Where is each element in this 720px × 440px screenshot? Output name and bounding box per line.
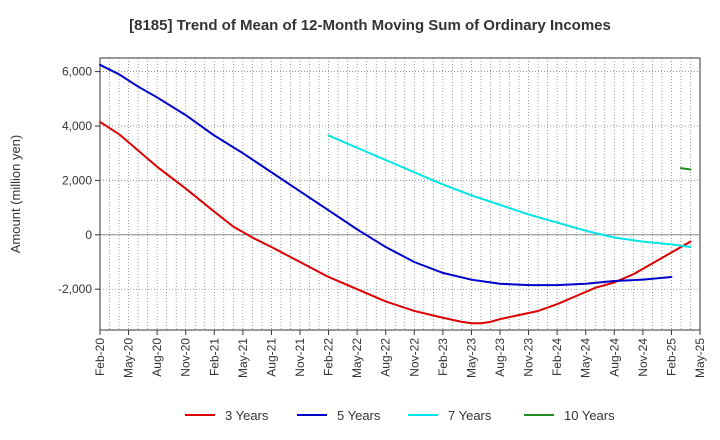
x-tick-label: Feb-22 xyxy=(322,338,336,376)
legend: 3 Years 5 Years 7 Years 10 Years xyxy=(185,408,615,423)
x-tick-label: Feb-21 xyxy=(207,338,221,376)
series-lines xyxy=(99,63,692,325)
x-tick-label: Aug-22 xyxy=(379,338,393,377)
x-tick-label: Nov-23 xyxy=(522,338,536,377)
x-tick-label: Nov-22 xyxy=(407,338,421,377)
x-tick-label: Nov-21 xyxy=(293,338,307,377)
x-tick-label: Aug-21 xyxy=(264,338,278,377)
x-tick-label: May-22 xyxy=(350,338,364,378)
legend-label-10-years: 10 Years xyxy=(564,408,615,423)
y-tick-label: 6,000 xyxy=(62,65,92,79)
x-tick-label: Feb-25 xyxy=(664,338,678,376)
x-tick-label: Aug-23 xyxy=(493,338,507,377)
x-tick-label: Aug-24 xyxy=(607,338,621,377)
x-gridlines xyxy=(109,58,691,330)
legend-label-3-years: 3 Years xyxy=(225,408,269,423)
chart-title: [8185] Trend of Mean of 12-Month Moving … xyxy=(129,17,611,34)
y-tick-label: 4,000 xyxy=(62,119,92,133)
y-tick-labels: 6,000 4,000 2,000 0 -2,000 xyxy=(58,65,100,296)
x-tick-label: Nov-24 xyxy=(636,338,650,377)
plot-area xyxy=(99,57,701,331)
x-tick-label: Feb-24 xyxy=(550,338,564,376)
x-tick-label: May-25 xyxy=(693,338,707,378)
legend-label-5-years: 5 Years xyxy=(337,408,381,423)
series-line-10-years xyxy=(679,167,692,171)
series-line-3-years xyxy=(99,120,692,325)
x-tick-labels: Feb-20 May-20 Aug-20 Nov-20 Feb-21 May-21 Aug-… xyxy=(93,330,707,378)
x-tick-label: May-20 xyxy=(122,338,136,378)
x-tick-label: May-23 xyxy=(464,338,478,378)
y-tick-label: 0 xyxy=(85,228,92,242)
x-tick-label: Nov-20 xyxy=(179,338,193,377)
x-tick-label: Feb-23 xyxy=(436,338,450,376)
legend-label-7-years: 7 Years xyxy=(448,408,492,423)
x-tick-label: Feb-20 xyxy=(93,338,107,376)
y-tick-label: -2,000 xyxy=(58,282,92,296)
series-line-5-years xyxy=(99,63,673,287)
y-axis-label: Amount (million yen) xyxy=(8,135,23,254)
series-line-7-years xyxy=(327,134,692,249)
x-tick-label: Aug-20 xyxy=(150,338,164,377)
x-tick-label: May-24 xyxy=(579,338,593,378)
x-tick-label: May-21 xyxy=(236,338,250,378)
y-tick-label: 2,000 xyxy=(62,173,92,187)
